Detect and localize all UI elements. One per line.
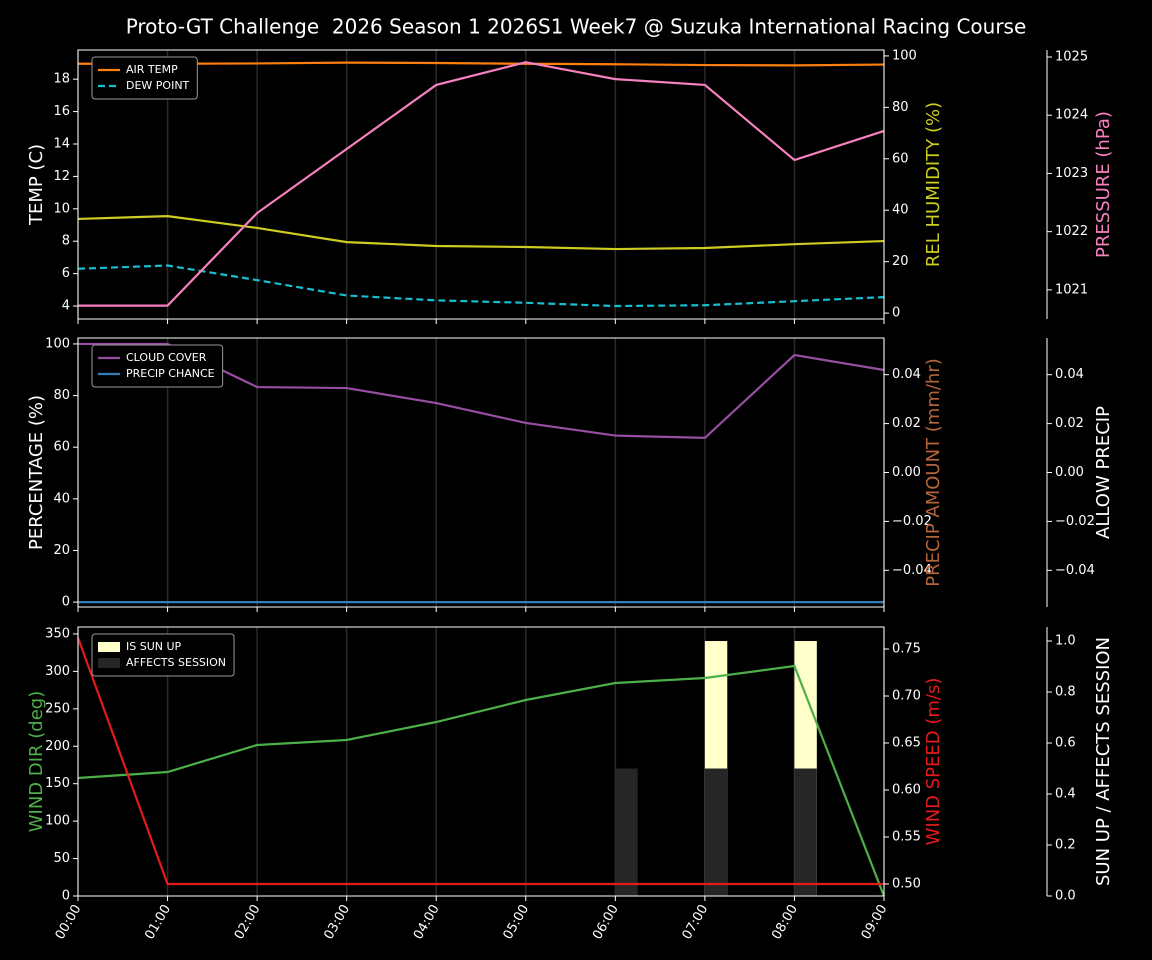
legend-label: AFFECTS SESSION xyxy=(126,656,226,669)
y-tick-label: 0 xyxy=(62,889,70,904)
y-tick-label: 0.4 xyxy=(1055,787,1076,802)
axes-frame xyxy=(77,626,885,897)
axis-label: TEMP (C) xyxy=(26,144,47,226)
y-tick-label: 0.70 xyxy=(892,688,921,703)
y-tick-label: −0.04 xyxy=(1055,563,1095,578)
y-tick-label: 0.0 xyxy=(1055,889,1076,904)
y-tick-label: 6 xyxy=(62,266,70,281)
series-line xyxy=(77,215,885,251)
series-line xyxy=(77,664,886,897)
axis-label: WIND DIR (deg) xyxy=(26,691,47,833)
y-tick-label: 100 xyxy=(45,814,70,829)
axis-label: ALLOW PRECIP xyxy=(1093,406,1114,539)
y-tick-label: −0.02 xyxy=(892,514,932,529)
y-tick-label: −0.04 xyxy=(892,563,932,578)
y-tick-label: 0.2 xyxy=(1055,838,1076,853)
y-tick-label: 1023 xyxy=(1055,166,1088,181)
y-tick-label: 300 xyxy=(45,664,70,679)
y-tick-label: 1024 xyxy=(1055,108,1088,123)
y-tick-label: 0.6 xyxy=(1055,736,1076,751)
y-tick-label: 0.04 xyxy=(1055,367,1084,382)
chart-title: Proto-GT Challenge 2026 Season 1 2026S1 … xyxy=(126,15,1027,39)
bar xyxy=(704,768,728,896)
y-tick-label: 0.00 xyxy=(1055,465,1084,480)
y-tick-label: 0.60 xyxy=(892,782,921,797)
legend-swatch xyxy=(98,658,120,668)
axis-label: PRECIP AMOUNT (mm/hr) xyxy=(923,358,944,587)
bar xyxy=(615,768,638,896)
legend-label: AIR TEMP xyxy=(126,63,178,76)
y-tick-label: 150 xyxy=(45,776,70,791)
legend-label: DEW POINT xyxy=(126,79,190,92)
y-tick-label: 0.02 xyxy=(892,416,921,431)
y-tick-label: 200 xyxy=(45,739,70,754)
y-tick-label: 0.02 xyxy=(1055,416,1084,431)
axis-label: PERCENTAGE (%) xyxy=(26,395,47,550)
y-tick-label: 20 xyxy=(53,543,70,558)
y-tick-label: 0.8 xyxy=(1055,685,1076,700)
y-tick-label: 100 xyxy=(892,48,917,63)
y-tick-label: 20 xyxy=(892,254,909,269)
axes-frame xyxy=(77,49,885,320)
y-tick-label: 1022 xyxy=(1055,224,1088,239)
y-tick-label: 0 xyxy=(62,595,70,610)
y-tick-label: 0.55 xyxy=(892,829,921,844)
legend-label: PRECIP CHANCE xyxy=(126,367,215,380)
legend: IS SUN UP AFFECTS SESSION xyxy=(91,633,235,677)
y-tick-label: 50 xyxy=(53,851,70,866)
y-tick-label: 1025 xyxy=(1055,49,1088,64)
series-line xyxy=(76,637,884,886)
y-tick-label: 60 xyxy=(892,151,909,166)
axis-label: WIND SPEED (m/s) xyxy=(923,678,944,846)
legend-label: CLOUD COVER xyxy=(126,351,207,364)
y-tick-label: 12 xyxy=(53,169,70,184)
y-tick-label: 4 xyxy=(62,299,70,314)
y-tick-label: 0.04 xyxy=(892,367,921,382)
series-line xyxy=(78,61,885,307)
legend-box xyxy=(91,633,235,677)
y-tick-label: 0.00 xyxy=(892,465,921,480)
legend-label: IS SUN UP xyxy=(126,640,182,653)
legend-swatch xyxy=(98,642,120,652)
y-tick-label: 100 xyxy=(45,336,70,351)
y-tick-label: 8 xyxy=(62,234,70,249)
y-tick-label: 250 xyxy=(45,701,70,716)
y-tick-label: 80 xyxy=(892,100,909,115)
y-tick-label: 0.65 xyxy=(892,735,921,750)
y-tick-label: 18 xyxy=(53,72,70,87)
series-line xyxy=(77,264,885,308)
y-tick-label: −0.02 xyxy=(1055,514,1095,529)
y-tick-label: 80 xyxy=(53,388,70,403)
legend: AIR TEMP DEW POINT xyxy=(91,56,198,100)
legend-box xyxy=(91,56,198,100)
bar xyxy=(794,768,817,896)
y-tick-label: 14 xyxy=(53,136,70,151)
y-tick-label: 40 xyxy=(53,491,70,506)
y-tick-label: 40 xyxy=(892,203,909,218)
series-line xyxy=(78,61,885,67)
y-tick-label: 0.75 xyxy=(892,641,921,656)
y-tick-label: 1.0 xyxy=(1055,634,1076,649)
y-tick-label: 1021 xyxy=(1055,282,1088,297)
y-tick-label: 350 xyxy=(45,626,70,641)
y-tick-label: 60 xyxy=(53,440,70,455)
axis-label: SUN UP / AFFECTS SESSION xyxy=(1093,637,1114,886)
y-tick-label: 16 xyxy=(53,104,70,119)
y-tick-label: 0 xyxy=(892,306,900,321)
y-tick-label: 10 xyxy=(53,201,70,216)
axis-label: REL HUMIDITY (%) xyxy=(923,102,944,267)
legend: CLOUD COVER PRECIP CHANCE xyxy=(91,344,224,388)
axis-label: PRESSURE (hPa) xyxy=(1093,111,1114,258)
legend-box xyxy=(91,344,224,388)
y-tick-label: 0.50 xyxy=(892,876,921,891)
